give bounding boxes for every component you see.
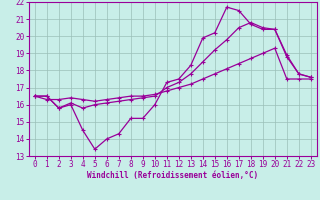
X-axis label: Windchill (Refroidissement éolien,°C): Windchill (Refroidissement éolien,°C) bbox=[87, 171, 258, 180]
